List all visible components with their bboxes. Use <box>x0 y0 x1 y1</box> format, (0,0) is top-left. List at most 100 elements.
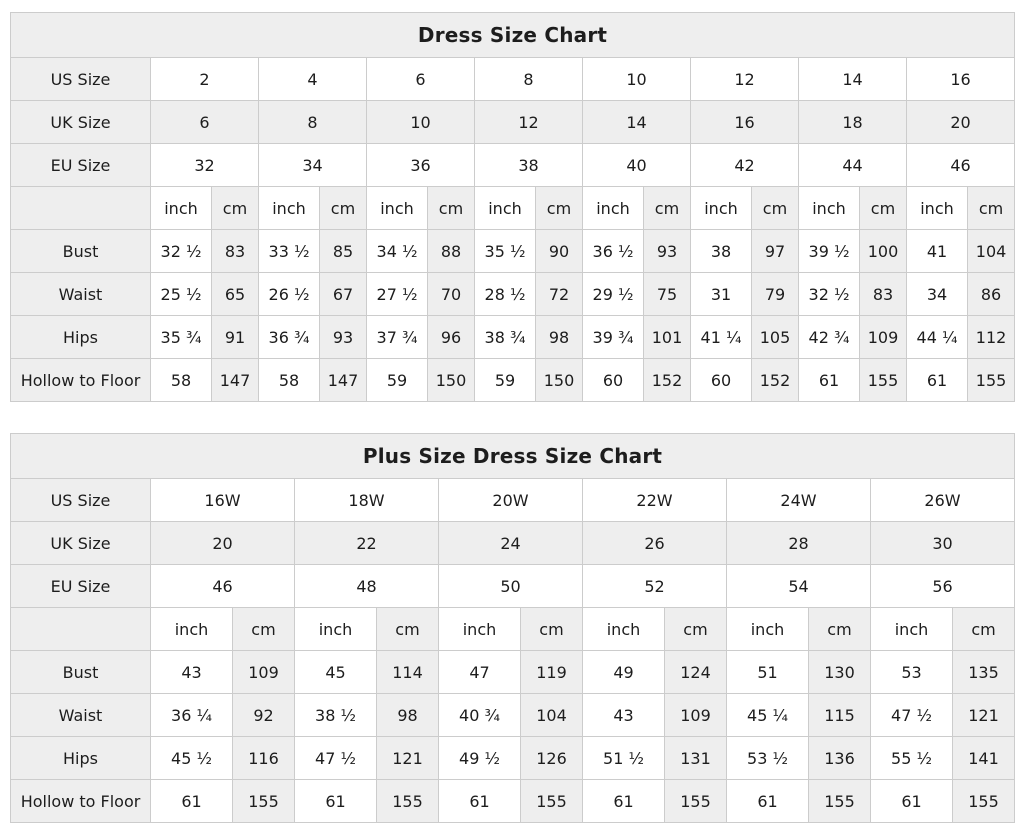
measurement-value-cell: 155 <box>232 779 295 823</box>
measurement-value-cell: 43 <box>582 693 665 737</box>
measurement-value-cell: 58 <box>258 358 320 402</box>
measurement-value-cell: 152 <box>643 358 691 402</box>
unit-header-cell: cm <box>211 186 259 230</box>
measurement-value-cell: 36 ½ <box>582 229 644 273</box>
measurement-value-cell: 38 ½ <box>294 693 377 737</box>
size-value-cell: 22W <box>582 478 727 522</box>
unit-header-cell: inch <box>294 607 377 651</box>
measurement-value-cell: 34 <box>906 272 968 316</box>
size-value-cell: 12 <box>690 57 799 101</box>
measurement-value-cell: 49 ½ <box>438 736 521 780</box>
row-label <box>10 607 151 651</box>
size-value-cell: 48 <box>294 564 439 608</box>
measurement-value-cell: 85 <box>319 229 367 273</box>
measurement-value-cell: 100 <box>859 229 907 273</box>
size-value-cell: 42 <box>690 143 799 187</box>
measurement-value-cell: 147 <box>319 358 367 402</box>
measurement-value-cell: 51 <box>726 650 809 694</box>
measurement-value-cell: 86 <box>966 272 1016 316</box>
unit-header-cell: cm <box>427 186 475 230</box>
unit-header-cell: inch <box>582 607 665 651</box>
row-label: Waist <box>10 272 151 316</box>
size-value-cell: 16 <box>690 100 799 144</box>
size-value-cell: 26W <box>869 478 1016 522</box>
size-value-cell: 50 <box>438 564 583 608</box>
measurement-value-cell: 61 <box>870 779 953 823</box>
measurement-value-cell: 109 <box>664 693 727 737</box>
measurement-value-cell: 88 <box>427 229 475 273</box>
measurement-value-cell: 141 <box>951 736 1016 780</box>
measurement-value-cell: 98 <box>535 315 583 359</box>
unit-header-cell: cm <box>966 186 1016 230</box>
size-value-cell: 46 <box>150 564 295 608</box>
measurement-value-cell: 60 <box>582 358 644 402</box>
measurement-value-cell: 155 <box>859 358 907 402</box>
measurement-value-cell: 59 <box>474 358 536 402</box>
measurement-value-cell: 115 <box>808 693 871 737</box>
size-value-cell: 40 <box>582 143 691 187</box>
size-value-cell: 24W <box>726 478 871 522</box>
measurement-value-cell: 53 <box>870 650 953 694</box>
measurement-value-cell: 98 <box>376 693 439 737</box>
measurement-value-cell: 104 <box>520 693 583 737</box>
size-value-cell: 6 <box>366 57 475 101</box>
measurement-value-cell: 36 ¾ <box>258 315 320 359</box>
row-label: Bust <box>10 650 151 694</box>
measurement-value-cell: 55 ½ <box>870 736 953 780</box>
measurement-value-cell: 109 <box>232 650 295 694</box>
measurement-value-cell: 124 <box>664 650 727 694</box>
measurement-value-cell: 36 ¼ <box>150 693 233 737</box>
measurement-value-cell: 112 <box>966 315 1016 359</box>
measurement-value-cell: 35 ½ <box>474 229 536 273</box>
size-value-cell: 18 <box>798 100 907 144</box>
unit-header-cell: inch <box>690 186 752 230</box>
unit-header-cell: cm <box>376 607 439 651</box>
size-value-cell: 10 <box>366 100 475 144</box>
unit-header-cell: cm <box>951 607 1016 651</box>
measurement-value-cell: 38 <box>690 229 752 273</box>
measurement-value-cell: 61 <box>582 779 665 823</box>
size-value-cell: 30 <box>869 521 1016 565</box>
measurement-value-cell: 79 <box>751 272 799 316</box>
measurement-value-cell: 47 ½ <box>294 736 377 780</box>
size-value-cell: 34 <box>258 143 367 187</box>
size-value-cell: 16W <box>150 478 295 522</box>
measurement-value-cell: 41 ¼ <box>690 315 752 359</box>
measurement-value-cell: 59 <box>366 358 428 402</box>
row-label: US Size <box>10 478 151 522</box>
unit-header-cell: cm <box>859 186 907 230</box>
unit-header-cell: inch <box>582 186 644 230</box>
measurement-value-cell: 27 ½ <box>366 272 428 316</box>
row-label: Hips <box>10 736 151 780</box>
unit-header-cell: inch <box>150 607 233 651</box>
measurement-value-cell: 29 ½ <box>582 272 644 316</box>
size-value-cell: 20 <box>905 100 1016 144</box>
measurement-value-cell: 90 <box>535 229 583 273</box>
unit-header-cell: inch <box>258 186 320 230</box>
measurement-value-cell: 91 <box>211 315 259 359</box>
size-value-cell: 32 <box>150 143 259 187</box>
measurement-value-cell: 131 <box>664 736 727 780</box>
measurement-value-cell: 43 <box>150 650 233 694</box>
measurement-value-cell: 26 ½ <box>258 272 320 316</box>
unit-header-cell: inch <box>726 607 809 651</box>
size-value-cell: 44 <box>798 143 907 187</box>
measurement-value-cell: 41 <box>906 229 968 273</box>
measurement-value-cell: 61 <box>726 779 809 823</box>
measurement-value-cell: 65 <box>211 272 259 316</box>
measurement-value-cell: 35 ¾ <box>150 315 212 359</box>
measurement-value-cell: 155 <box>664 779 727 823</box>
measurement-value-cell: 83 <box>211 229 259 273</box>
measurement-value-cell: 93 <box>643 229 691 273</box>
size-value-cell: 20W <box>438 478 583 522</box>
size-value-cell: 26 <box>582 521 727 565</box>
size-value-cell: 12 <box>474 100 583 144</box>
size-value-cell: 46 <box>905 143 1016 187</box>
unit-header-cell: cm <box>535 186 583 230</box>
measurement-value-cell: 93 <box>319 315 367 359</box>
measurement-value-cell: 33 ½ <box>258 229 320 273</box>
row-label: EU Size <box>10 564 151 608</box>
measurement-value-cell: 45 ¼ <box>726 693 809 737</box>
measurement-value-cell: 92 <box>232 693 295 737</box>
